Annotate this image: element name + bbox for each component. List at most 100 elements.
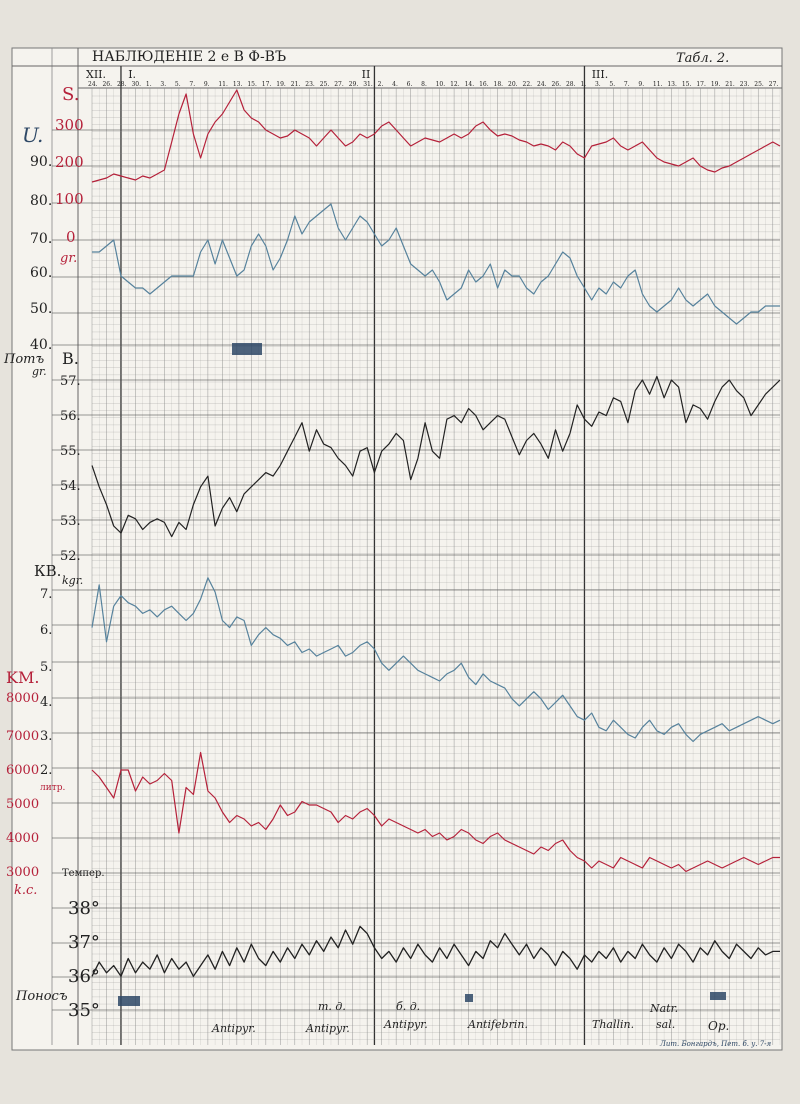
annotation-antipyr-2: Antipyr. [305, 1022, 350, 1035]
table-number: Табл. 2. [676, 51, 729, 66]
annotation-bd: б. д. [396, 1000, 420, 1013]
series-lines [91, 89, 781, 977]
kc-unit: k.c. [14, 883, 37, 898]
day-label: 26. [102, 81, 112, 88]
diarrhoea-mark-1 [118, 996, 140, 1006]
chart-title: НАБЛЮДЕНІЕ 2 е В Ф-ВЪ [92, 49, 286, 65]
KM-tick-4000: 4000 [6, 831, 39, 846]
annotation-natr: Natr. [649, 1002, 678, 1015]
U-scale-label: U. [22, 123, 43, 147]
series-line-3 [91, 577, 781, 743]
S-tick-200: 200 [55, 153, 84, 171]
series-line-5 [91, 925, 780, 977]
annotation-op: Op. [708, 1019, 729, 1033]
annotation-thallin: Thallin. [592, 1018, 634, 1031]
U-tick-50: 50. [30, 301, 52, 317]
pot-label: Потъ [3, 352, 44, 367]
annotation-sal: sal. [656, 1018, 675, 1031]
temp-tick-37: 37° [68, 932, 100, 953]
KB-tick-3: 3. [40, 729, 52, 744]
day-label: 8. [421, 81, 427, 88]
S-tick-0: 0 [66, 228, 76, 246]
KB-scale-label: КB. [34, 562, 61, 580]
U-tick-70: 70. [30, 231, 52, 247]
left-scales: S. U. 90. 80. 70. 60. 50. 40. 300 200 10… [3, 84, 105, 1021]
S-scale-label: S. [62, 84, 79, 105]
KB-tick-4: 4. [40, 695, 52, 710]
sweat-mark [232, 343, 262, 355]
month-label: XII. [86, 68, 106, 81]
day-label: 5. [175, 81, 181, 88]
month-label: I. [128, 68, 136, 81]
litr-unit: литр. [40, 783, 65, 793]
day-label: 3. [160, 81, 166, 88]
series-line-2 [91, 375, 781, 538]
S-tick-300: 300 [55, 116, 84, 134]
day-label: 2. [378, 81, 384, 88]
day-label: 1. [146, 81, 152, 88]
B-tick-53: 53. [60, 514, 81, 529]
day-label: 7. [189, 81, 195, 88]
U-tick-40: 40. [30, 337, 52, 353]
KM-tick-3000: 3000 [6, 865, 39, 880]
day-label: 12. [450, 81, 460, 88]
kgr-unit: kgr. [62, 574, 83, 587]
day-label: 22. [523, 81, 533, 88]
day-label: 17. [262, 81, 272, 88]
day-label: 15. [247, 81, 257, 88]
day-label: 24. [88, 81, 98, 88]
day-label: 21. [291, 81, 301, 88]
day-label: 11. [218, 81, 228, 88]
KM-tick-6000: 6000 [6, 763, 39, 778]
KM-tick-7000: 7000 [6, 729, 39, 744]
day-label: 10. [436, 81, 446, 88]
temp-label: Темпер. [62, 868, 105, 879]
KM-tick-5000: 5000 [6, 797, 39, 812]
U-tick-80: 80. [30, 193, 52, 209]
day-label: 29. [349, 81, 359, 88]
day-labels: 24. 26. 28. 30. 1. 3. 5. 7. 9. 11. 13. 15. 17. 19. 21.… [88, 81, 778, 88]
series-line-0 [91, 89, 781, 183]
B-tick-57: 57. [60, 374, 81, 389]
gr-unit: gr. [60, 251, 77, 266]
series-line-1 [92, 203, 780, 325]
U-tick-90: 90. [30, 154, 52, 170]
KB-tick-6: 6. [40, 623, 52, 638]
temp-tick-36: 36° [68, 966, 100, 987]
month-label: II [362, 68, 371, 81]
day-label: 6. [407, 81, 413, 88]
day-label: 11. [653, 81, 663, 88]
KB-tick-5: 5. [40, 660, 52, 675]
day-label: 19. [276, 81, 286, 88]
B-tick-52: 52. [60, 549, 81, 564]
B-tick-54: 54. [60, 479, 81, 494]
series-line-4 [91, 751, 780, 873]
day-label: 4. [392, 81, 398, 88]
day-label: 3. [595, 81, 601, 88]
day-label: 23. [740, 81, 750, 88]
temp-tick-38: 38° [68, 898, 100, 919]
diarrhoea-mark-3 [710, 992, 726, 1000]
day-label: 16. [479, 81, 489, 88]
day-label: 5. [609, 81, 615, 88]
day-label: 15. [682, 81, 692, 88]
day-label: 9. [638, 81, 644, 88]
pot-unit: gr. [32, 365, 47, 378]
day-label: 1. [580, 81, 586, 88]
KB-tick-7: 7. [40, 587, 52, 602]
day-label: 28. [566, 81, 576, 88]
day-label: 13. [667, 81, 677, 88]
diarrhoea-mark-2 [465, 994, 473, 1002]
medication-annotations: Antipyr. т. д. Antipyr. б. д. Antipyr. A… [211, 1000, 729, 1035]
S-tick-100: 100 [55, 190, 84, 208]
day-label: 18. [494, 81, 504, 88]
day-label: 30. [131, 81, 141, 88]
B-tick-56: 56. [60, 409, 81, 424]
KM-tick-8000: 8000 [6, 691, 39, 706]
month-label: III. [592, 68, 609, 81]
annotation-md: т. д. [318, 1000, 346, 1013]
annotation-antipyr-1: Antipyr. [211, 1022, 256, 1035]
day-label: 31. [363, 81, 373, 88]
